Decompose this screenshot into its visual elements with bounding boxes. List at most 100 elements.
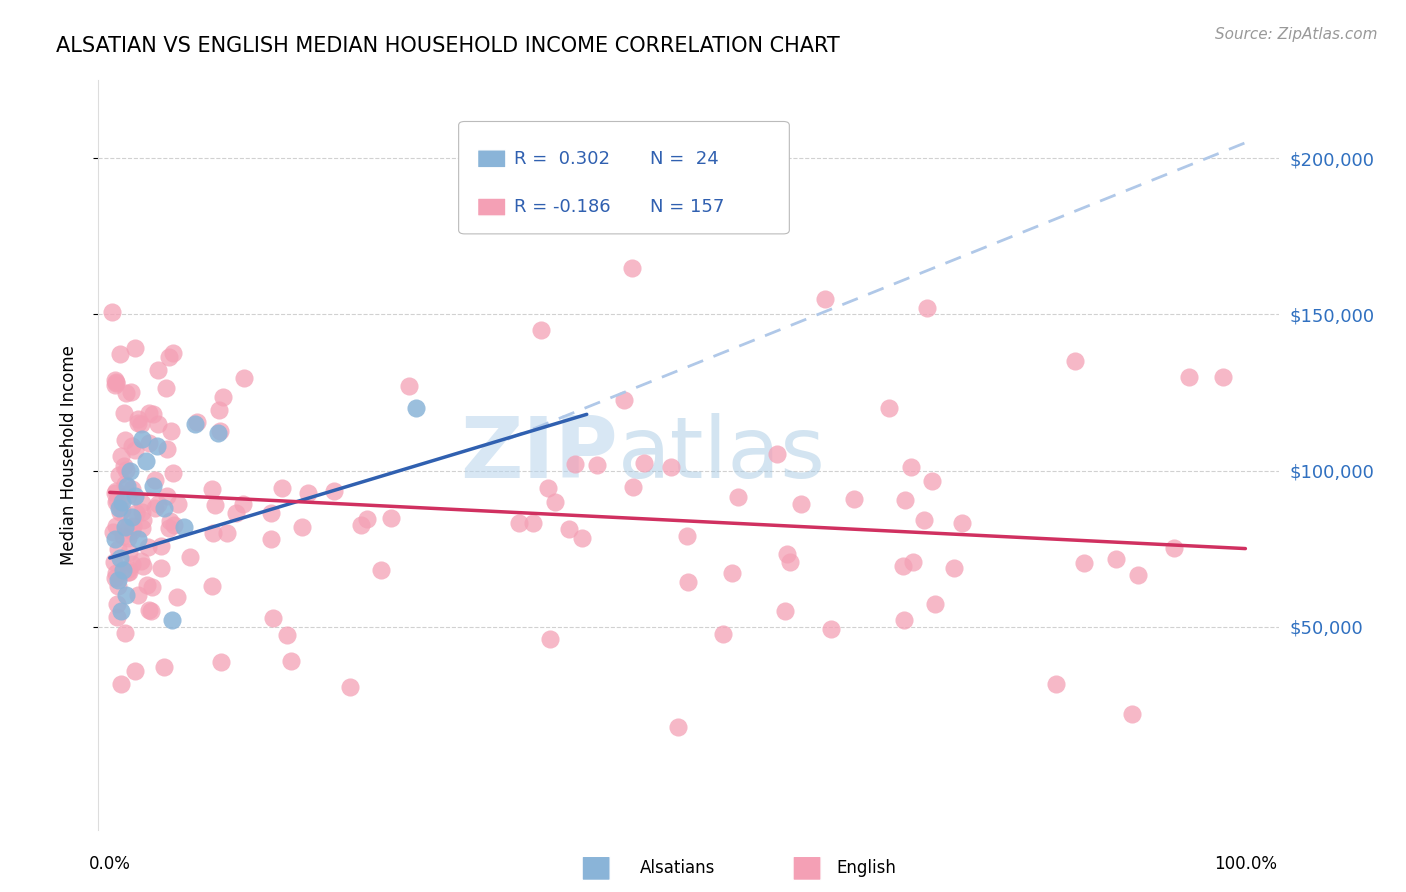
Point: [1064, 354, 1087, 368]
Point: [877, 401, 900, 415]
Point: [721, 566, 744, 581]
Point: [713, 627, 735, 641]
Point: [779, 555, 801, 569]
Point: [398, 379, 420, 393]
Point: [633, 456, 655, 470]
Point: [820, 623, 842, 637]
Point: [1045, 677, 1067, 691]
Point: [1177, 369, 1199, 384]
Point: [101, 524, 124, 539]
Point: [814, 292, 837, 306]
Point: [108, 505, 131, 519]
Point: [127, 532, 149, 546]
Point: [121, 482, 143, 496]
Text: Source: ZipAtlas.com: Source: ZipAtlas.com: [1215, 27, 1378, 42]
Point: [138, 436, 160, 450]
Point: [186, 415, 208, 429]
Point: [260, 532, 283, 546]
Text: Alsatians: Alsatians: [640, 859, 716, 877]
Point: [146, 438, 169, 452]
Point: [200, 482, 222, 496]
Point: [1212, 369, 1234, 384]
Point: [124, 664, 146, 678]
Point: [564, 458, 586, 472]
Point: [121, 557, 143, 571]
Point: [522, 516, 544, 530]
Point: [114, 433, 136, 447]
Point: [201, 578, 224, 592]
Point: [115, 386, 138, 401]
Point: [150, 539, 173, 553]
Point: [131, 505, 153, 519]
Point: [1121, 706, 1143, 721]
Point: [776, 547, 799, 561]
Point: [107, 492, 129, 507]
Text: atlas: atlas: [619, 413, 827, 497]
FancyBboxPatch shape: [478, 198, 506, 216]
Point: [143, 474, 166, 488]
Point: [132, 513, 155, 527]
Point: [152, 660, 174, 674]
Point: [530, 323, 553, 337]
Point: [132, 559, 155, 574]
Point: [124, 341, 146, 355]
Point: [104, 373, 127, 387]
Point: [184, 417, 207, 431]
Text: N = 157: N = 157: [650, 198, 724, 216]
Point: [613, 392, 636, 407]
Point: [891, 558, 914, 573]
Point: [1105, 552, 1128, 566]
Point: [121, 524, 143, 538]
Point: [108, 501, 131, 516]
Point: [143, 500, 166, 515]
Point: [156, 442, 179, 456]
Point: [117, 520, 139, 534]
Point: [101, 305, 124, 319]
Point: [900, 459, 922, 474]
Point: [225, 506, 247, 520]
Point: [111, 494, 134, 508]
Point: [159, 514, 181, 528]
Point: [135, 454, 157, 468]
Point: [112, 458, 135, 473]
Point: [901, 555, 924, 569]
Point: [790, 497, 813, 511]
Point: [129, 417, 152, 431]
Point: [173, 519, 195, 533]
Point: [844, 491, 866, 506]
Point: [104, 378, 127, 392]
Point: [917, 301, 939, 315]
Point: [207, 426, 229, 441]
Point: [162, 346, 184, 360]
Point: [148, 362, 170, 376]
FancyBboxPatch shape: [458, 121, 789, 234]
Point: [621, 260, 644, 275]
Point: [104, 483, 127, 498]
Point: [322, 484, 344, 499]
Point: [339, 681, 361, 695]
Text: ALSATIAN VS ENGLISH MEDIAN HOUSEHOLD INCOME CORRELATION CHART: ALSATIAN VS ENGLISH MEDIAN HOUSEHOLD INC…: [56, 36, 839, 55]
Point: [163, 518, 186, 533]
Point: [1073, 556, 1095, 570]
Point: [131, 554, 153, 568]
Point: [142, 407, 165, 421]
Point: [659, 460, 682, 475]
Point: [107, 467, 129, 482]
Point: [125, 506, 148, 520]
Point: [127, 416, 149, 430]
Point: [666, 719, 689, 733]
Point: [943, 561, 966, 575]
Point: [297, 486, 319, 500]
Point: [350, 517, 373, 532]
Point: [232, 370, 254, 384]
Point: [104, 375, 127, 389]
Point: [104, 486, 127, 500]
Point: [356, 512, 378, 526]
Point: [131, 521, 153, 535]
Point: [115, 479, 138, 493]
Point: [114, 519, 136, 533]
Point: [105, 566, 128, 580]
Point: [537, 481, 560, 495]
Point: [153, 501, 176, 516]
Point: [280, 653, 302, 667]
